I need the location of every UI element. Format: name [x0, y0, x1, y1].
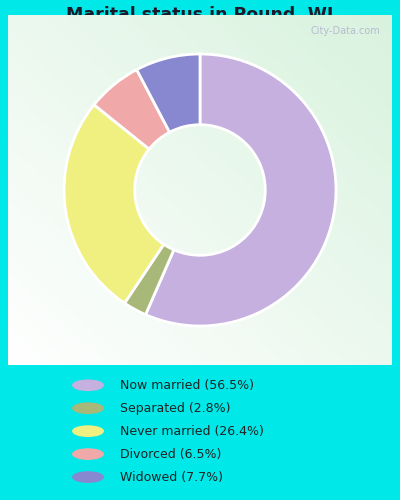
- Text: Now married (56.5%): Now married (56.5%): [120, 379, 254, 392]
- Circle shape: [73, 449, 103, 459]
- Text: Separated (2.8%): Separated (2.8%): [120, 402, 230, 414]
- Text: Never married (26.4%): Never married (26.4%): [120, 424, 264, 438]
- Wedge shape: [124, 244, 174, 314]
- Text: Widowed (7.7%): Widowed (7.7%): [120, 470, 223, 484]
- Wedge shape: [64, 104, 164, 303]
- Wedge shape: [137, 54, 200, 132]
- Wedge shape: [146, 54, 336, 326]
- Circle shape: [73, 472, 103, 482]
- Text: Divorced (6.5%): Divorced (6.5%): [120, 448, 221, 460]
- Circle shape: [73, 403, 103, 413]
- Circle shape: [73, 426, 103, 436]
- Text: Marital status in Pound, WI: Marital status in Pound, WI: [66, 6, 334, 24]
- Circle shape: [73, 380, 103, 390]
- Wedge shape: [94, 70, 170, 149]
- Text: City-Data.com: City-Data.com: [311, 26, 380, 36]
